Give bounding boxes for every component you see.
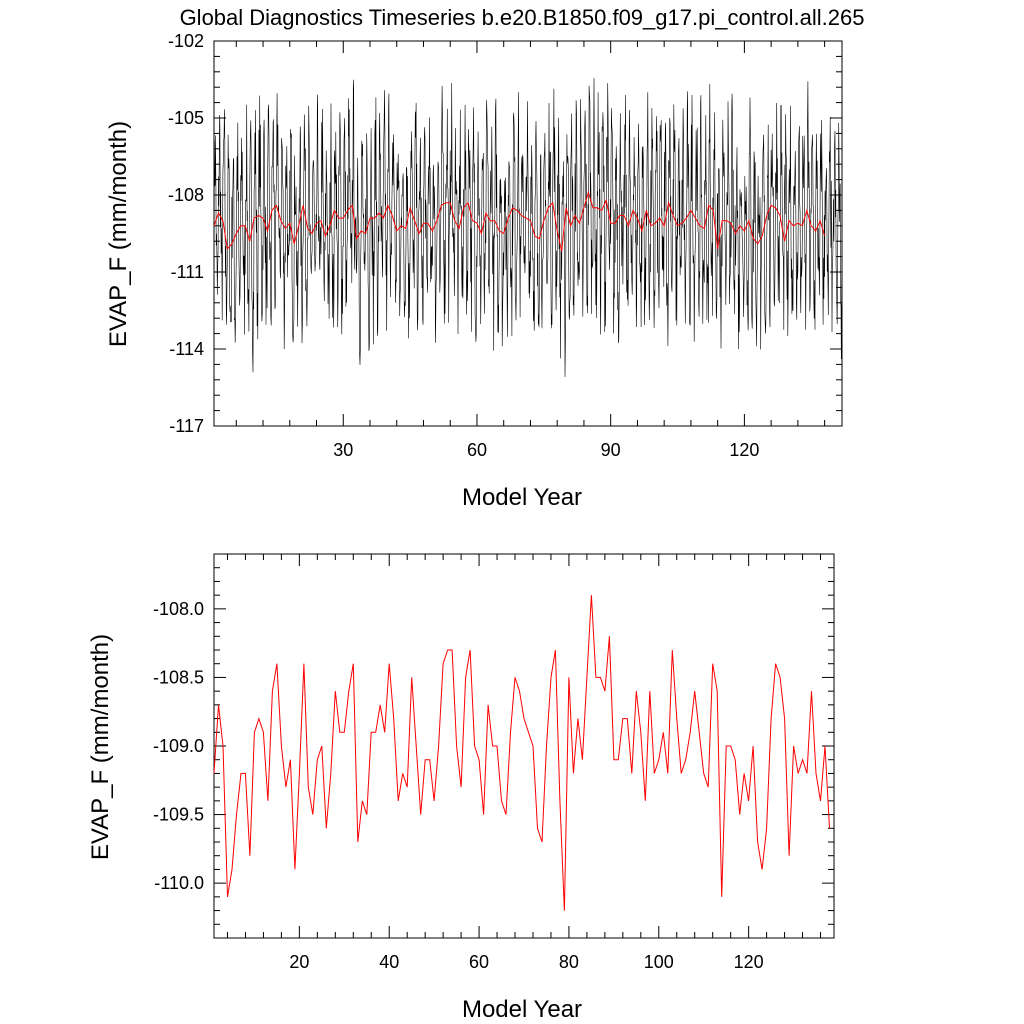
bottom-panel: -108.0 -108.5 -109.0 -109.5 -110.0 20 40 60 80 1…: [87, 553, 835, 1023]
bottom-x-tick-labels: 20 40 60 80 100 120: [289, 952, 763, 972]
top-y-tick-labels: -102 -105 -108 -111 -114 -117: [168, 31, 204, 436]
y-tick-label: -108: [168, 185, 204, 205]
top-y-axis-label: EVAP_F (mm/month): [105, 121, 132, 347]
x-tick-label: 90: [601, 440, 621, 460]
figure-title: Global Diagnostics Timeseries b.e20.B185…: [180, 5, 865, 30]
x-tick-label: 40: [379, 952, 399, 972]
annual-mean-series-line: [213, 595, 830, 911]
y-tick-label: -108.5: [153, 667, 204, 687]
x-tick-label: 120: [734, 952, 764, 972]
top-x-axis-label: Model Year: [462, 484, 582, 511]
y-tick-label: -114: [169, 339, 204, 359]
annual-mean-series-line: [213, 190, 826, 252]
y-tick-label: -109.5: [153, 805, 204, 825]
bottom-x-axis-label: Model Year: [462, 996, 582, 1023]
x-tick-label: 100: [644, 952, 674, 972]
x-tick-label: 20: [289, 952, 309, 972]
x-tick-label: 120: [729, 440, 759, 460]
y-tick-label: -117: [169, 416, 204, 436]
x-tick-label: 80: [559, 952, 579, 972]
top-x-tick-labels: 30 60 90 120: [333, 440, 759, 460]
x-tick-label: 60: [469, 952, 489, 972]
top-series-group: [213, 78, 843, 378]
x-tick-label: 30: [333, 440, 353, 460]
y-tick-label: -108.0: [153, 599, 204, 619]
y-tick-label: -102: [168, 31, 204, 51]
y-tick-label: -105: [168, 108, 204, 128]
y-tick-label: -111: [171, 262, 204, 282]
x-tick-label: 60: [467, 440, 487, 460]
bottom-series-group: [213, 595, 830, 911]
y-tick-label: -109.0: [153, 736, 204, 756]
monthly-series-line: [213, 78, 843, 378]
top-panel: -102 -105 -108 -111 -114 -117 30 60 90 120 EVAP_…: [105, 31, 843, 511]
bottom-y-tick-labels: -108.0 -108.5 -109.0 -109.5 -110.0: [153, 599, 204, 893]
bottom-y-axis-label: EVAP_F (mm/month): [87, 634, 114, 860]
y-tick-label: -110.0: [154, 873, 204, 893]
